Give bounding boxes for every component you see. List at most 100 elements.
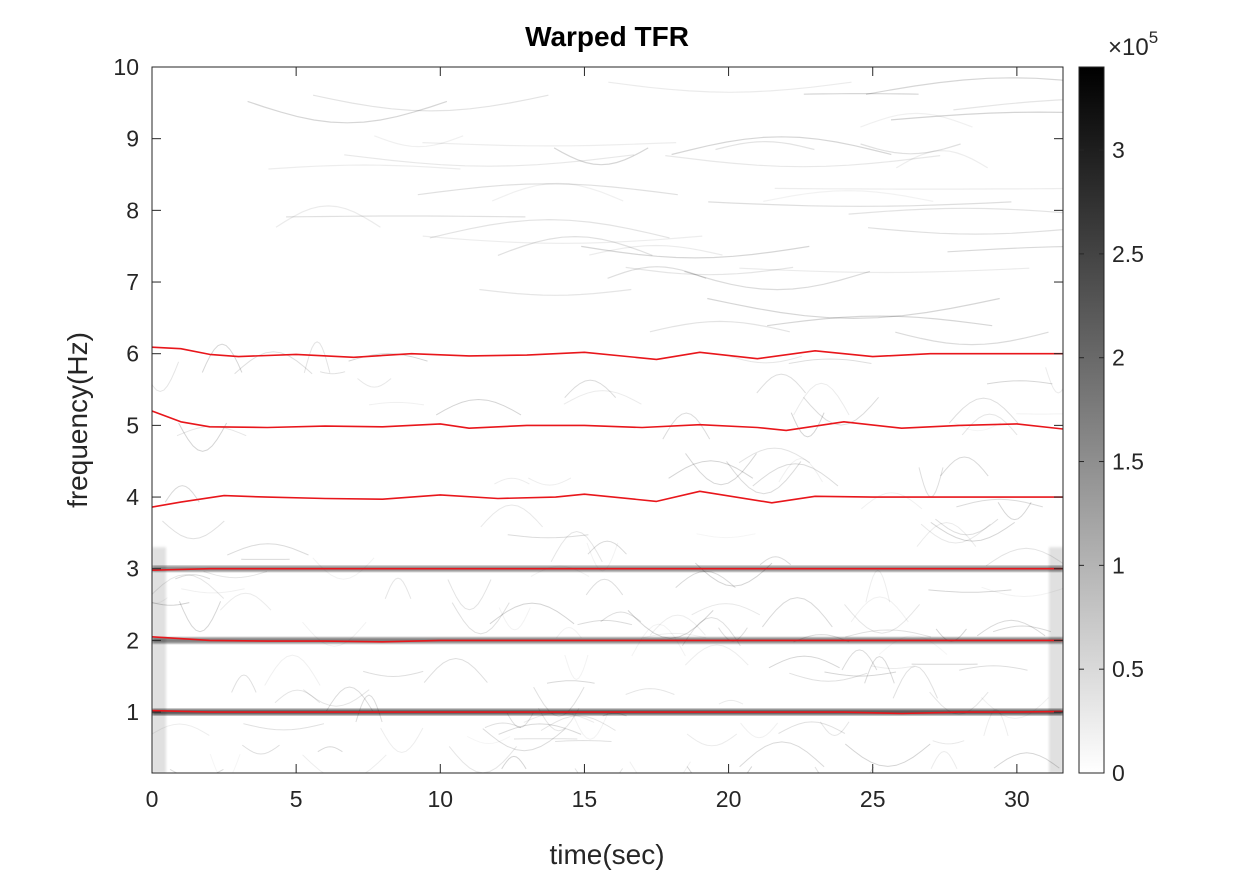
texture-arc	[649, 614, 706, 636]
texture-arc	[302, 754, 387, 773]
texture-arc	[684, 644, 749, 666]
texture-line	[715, 140, 815, 151]
texture-arc	[506, 712, 534, 729]
texture-arc	[498, 607, 531, 631]
texture-arc	[759, 556, 792, 566]
texture-arc	[537, 707, 580, 732]
chart-title: Warped TFR	[525, 21, 689, 52]
texture-line	[953, 99, 1063, 111]
texture-line	[608, 81, 852, 93]
texture-arc	[363, 670, 424, 678]
plot-frame	[151, 66, 1064, 774]
texture-line	[247, 100, 448, 124]
texture-arc	[564, 654, 589, 680]
texture-arc	[317, 746, 343, 753]
texture-arc	[466, 735, 511, 745]
texture-line	[708, 201, 1012, 207]
texture-arc	[824, 671, 897, 677]
texture-line	[607, 266, 707, 279]
colorbar-exponent: ×105	[1108, 28, 1158, 61]
texture-line	[491, 182, 624, 202]
texture-arc	[435, 398, 522, 416]
texture-line	[374, 135, 464, 148]
texture-line	[649, 320, 790, 333]
texture-line	[895, 149, 989, 169]
texture-arc	[546, 680, 595, 684]
texture-arc	[954, 422, 1002, 432]
texture-arc	[162, 520, 225, 540]
edge-shade-left	[152, 547, 166, 773]
texture-arc	[625, 688, 675, 695]
texture-arc	[803, 396, 879, 426]
colorbar-tick-label: 1	[1112, 552, 1125, 578]
texture-arc	[243, 723, 325, 731]
colorbar-tick-label: 1.5	[1112, 449, 1144, 475]
texture-arc	[319, 371, 346, 375]
texture-arc	[451, 602, 510, 635]
y-axis: 1 2 3 4 5 6 7 8 9 10	[113, 54, 1063, 725]
texture-arc	[756, 373, 806, 394]
texture-arc	[788, 358, 872, 364]
texture-arc	[948, 397, 1019, 424]
texture-arc	[932, 740, 965, 745]
texture-arc	[507, 534, 589, 539]
texture-arc	[778, 721, 846, 734]
texture-arc	[920, 523, 991, 544]
texture-arc	[850, 596, 909, 623]
texture-arc	[729, 355, 803, 364]
texture-arc	[480, 504, 543, 528]
texture-arc	[686, 733, 738, 747]
texture-arc	[326, 686, 374, 712]
texture-arc	[587, 540, 627, 555]
texture-arc	[484, 722, 522, 729]
texture-arc	[550, 530, 603, 563]
texture-line	[707, 297, 1000, 320]
texture-line	[581, 245, 810, 259]
texture-line	[947, 246, 1063, 253]
texture-line	[684, 270, 871, 291]
colorbar-tick-label: 0	[1112, 760, 1125, 786]
texture-arc	[718, 699, 744, 705]
x-tick-label: 0	[146, 786, 159, 812]
texture-line	[763, 190, 934, 202]
texture-line	[767, 315, 993, 327]
texture-line	[671, 136, 892, 156]
texture-arc	[789, 672, 868, 682]
texture-arc	[864, 655, 895, 684]
texture-arc	[916, 521, 977, 547]
texture-arc	[555, 739, 612, 742]
texture-arc	[264, 654, 321, 686]
texture-line	[268, 164, 461, 170]
texture-arc	[752, 463, 839, 487]
ridge-curve-6	[152, 346, 1063, 361]
texture-line	[312, 94, 549, 112]
texture-arc	[695, 562, 773, 587]
texture-line	[739, 267, 1030, 274]
texture-arc	[997, 502, 1032, 521]
texture-arc	[871, 665, 915, 670]
texture-arc	[219, 592, 272, 611]
colorbar-exponent-base: ×10	[1108, 34, 1149, 61]
texture-arc	[577, 619, 633, 626]
texture-arc	[501, 755, 527, 770]
y-tick-label: 4	[126, 484, 139, 510]
x-tick-label: 25	[860, 786, 886, 812]
texture-arc	[181, 588, 245, 594]
y-tick-label: 1	[126, 699, 139, 725]
y-tick-label: 3	[126, 556, 139, 582]
texture-line	[286, 215, 526, 218]
texture-line	[848, 207, 1063, 215]
y-axis-label: frequency(Hz)	[62, 332, 93, 508]
y-tick-label: 10	[113, 54, 139, 80]
texture-line	[344, 154, 635, 167]
texture-line	[774, 187, 1063, 190]
texture-arc	[668, 460, 754, 479]
texture-arc	[152, 361, 180, 393]
texture-arc	[642, 632, 707, 639]
texture-line	[497, 235, 653, 256]
texture-arc	[482, 728, 566, 752]
texture-line	[422, 235, 703, 245]
texture-arc	[685, 453, 757, 486]
texture-arc	[242, 744, 280, 755]
texture-arc	[357, 378, 392, 388]
